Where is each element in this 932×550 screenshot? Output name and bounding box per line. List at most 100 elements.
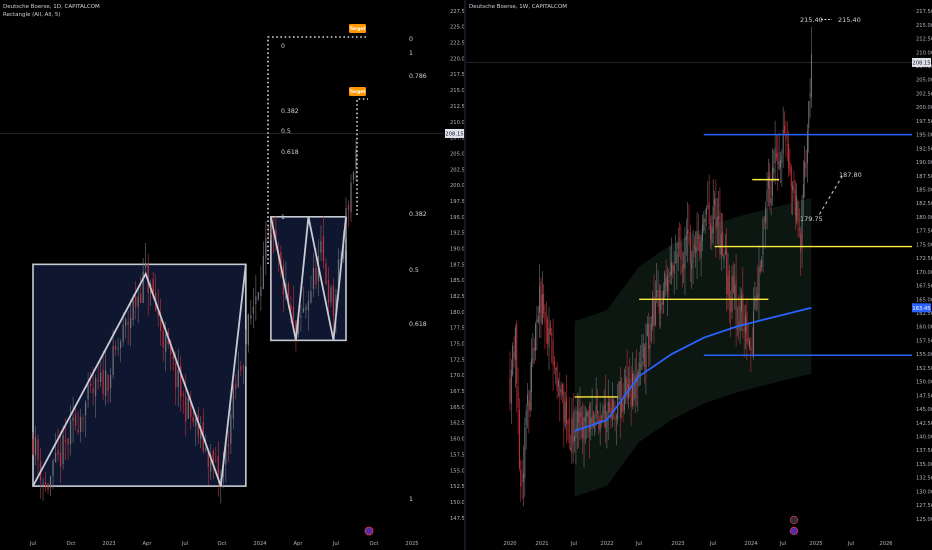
- candle-body: [633, 373, 635, 401]
- candle-body: [672, 264, 674, 272]
- candle-body: [509, 377, 511, 403]
- candle-body: [670, 262, 672, 276]
- candle-body: [564, 402, 566, 427]
- price-tick: 187.50: [450, 262, 464, 268]
- candle-body: [786, 144, 788, 146]
- candle-body: [320, 240, 322, 253]
- candle-body: [140, 293, 142, 303]
- candle-body: [297, 315, 300, 334]
- moving-average-line: [574, 306, 812, 432]
- time-tick: Jul: [779, 541, 786, 547]
- candle-body: [701, 224, 703, 242]
- price-tick: 212.50: [916, 37, 932, 43]
- candle-body: [170, 341, 172, 355]
- candle-body: [547, 319, 549, 344]
- time-tick: Jul: [181, 541, 188, 547]
- time-tick: 2023: [102, 541, 115, 547]
- price-tick: 175.00: [450, 342, 464, 348]
- candle-body: [571, 418, 573, 454]
- candle-body: [697, 234, 699, 239]
- candle-body: [237, 370, 239, 387]
- candle-body: [232, 386, 234, 419]
- candle-body: [781, 154, 783, 164]
- candle-body: [525, 410, 527, 426]
- candle-body: [555, 368, 557, 370]
- candle-body: [561, 384, 563, 395]
- candle-body: [679, 238, 681, 240]
- candle-body: [716, 216, 718, 227]
- price-tick: 205.00: [450, 151, 464, 157]
- candle-body: [611, 398, 613, 421]
- last-price-badge: [445, 128, 464, 138]
- candle-body: [560, 388, 562, 393]
- left-indicator-label[interactable]: Rectangle (All, All, 5): [3, 12, 61, 18]
- candle-body: [587, 411, 589, 418]
- candle-body: [62, 435, 64, 465]
- candle-body: [132, 300, 134, 321]
- time-tick: Jul: [332, 541, 339, 547]
- price-tick: 170.00: [916, 270, 932, 276]
- candle-body: [59, 452, 62, 467]
- candle-body: [664, 273, 666, 297]
- candle-body: [591, 416, 593, 423]
- candle-body: [810, 54, 812, 98]
- price-tick: 172.50: [450, 357, 464, 363]
- left-chart-pane[interactable]: 147.50 150.00 152.50 155.00 157.50 160.00 162.…: [0, 0, 464, 550]
- price-tick: 197.50: [450, 199, 464, 205]
- candle-body: [788, 144, 790, 169]
- candle-body: [763, 218, 765, 219]
- candle-body: [773, 168, 775, 174]
- pane-divider[interactable]: [464, 0, 466, 550]
- candle-body: [89, 383, 92, 386]
- candle-body: [280, 252, 282, 269]
- left-chart-canvas[interactable]: 147.50 150.00 152.50 155.00 157.50 160.00 162.…: [0, 0, 464, 550]
- right-chart-canvas[interactable]: 125.00 127.50 130.00 132.50 135.00 137.50 140.…: [466, 0, 932, 550]
- price-tick: 177.50: [450, 326, 464, 332]
- price-tick: 207.50: [916, 64, 932, 70]
- price-tick: 185.00: [916, 188, 932, 194]
- candle-body: [609, 402, 611, 413]
- price-tick: 190.00: [450, 246, 464, 252]
- candle-body: [97, 380, 99, 382]
- price-tick: 155.00: [450, 468, 464, 474]
- candle-body: [559, 385, 561, 397]
- ma-price-value: 163.45: [912, 306, 930, 312]
- fib-level-label: 0: [281, 43, 285, 50]
- candle-body: [602, 410, 604, 419]
- candle-body: [644, 346, 646, 368]
- candle-body: [528, 400, 530, 412]
- candle-body: [656, 290, 658, 298]
- candle-body: [235, 383, 237, 389]
- candle-body: [669, 271, 671, 277]
- target-tag-label: Target: [350, 89, 366, 95]
- candle-body: [544, 312, 546, 322]
- candle-body: [646, 324, 648, 337]
- candle-body: [197, 414, 199, 437]
- candle-body: [605, 402, 607, 428]
- time-tick: Oct: [218, 541, 227, 547]
- candle-body: [330, 287, 332, 303]
- candle-body: [557, 380, 559, 387]
- price-tick: 212.50: [450, 104, 464, 110]
- candle-body: [797, 201, 799, 224]
- candle-body: [804, 161, 806, 179]
- candle-body: [526, 395, 528, 405]
- candle-body: [287, 284, 290, 306]
- candle-body: [327, 280, 330, 303]
- right-chart-pane[interactable]: 125.00 127.50 130.00 132.50 135.00 137.50 140.…: [466, 0, 932, 550]
- candle-body: [617, 396, 619, 420]
- candle-body: [42, 482, 44, 485]
- price-tick: 147.50: [450, 516, 464, 522]
- candle-body: [653, 295, 655, 327]
- candle-body: [185, 395, 187, 422]
- right-chart-title: Deutsche Boerse, 1W, CAPITALCOM: [469, 4, 567, 10]
- candle-body: [599, 420, 601, 432]
- candle-body: [707, 205, 709, 208]
- candle-body: [623, 394, 625, 411]
- candle-body: [637, 372, 639, 387]
- price-tick: 152.50: [450, 484, 464, 490]
- tradingview-bubble-icon: [364, 526, 374, 536]
- fib-level-label: 0.5: [409, 267, 419, 274]
- candle-body: [629, 378, 631, 393]
- price-tick: 162.50: [450, 421, 464, 427]
